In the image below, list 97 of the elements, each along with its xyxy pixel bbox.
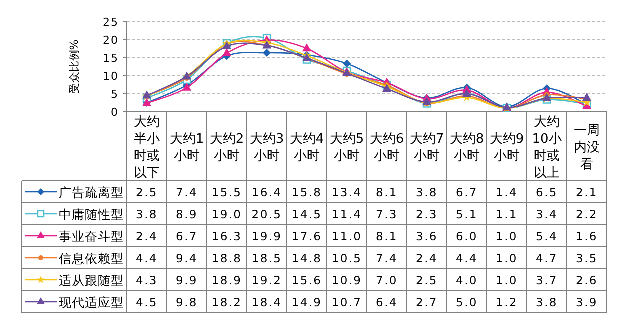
data-label: 5.4 — [536, 230, 558, 244]
data-label: 8.9 — [176, 208, 198, 222]
data-label: 13.4 — [332, 186, 362, 200]
data-label: 4.4 — [456, 252, 478, 266]
data-label: 1.1 — [496, 208, 518, 222]
data-label: 2.6 — [576, 274, 598, 288]
data-label: 1.4 — [496, 186, 518, 200]
data-label: 14.8 — [292, 252, 322, 266]
data-label: 1.0 — [496, 230, 518, 244]
x-tick-label: 一周内没看 — [574, 124, 600, 172]
data-label: 9.9 — [176, 274, 198, 288]
data-label: 15.8 — [292, 186, 322, 200]
data-label: 5.0 — [456, 296, 478, 310]
x-tick-label: 大约5小时 — [330, 132, 364, 164]
data-label: 4.7 — [536, 252, 558, 266]
legend-label: 适从跟随型 — [59, 273, 124, 288]
data-label: 6.0 — [456, 230, 478, 244]
data-label: 6.7 — [456, 186, 478, 200]
data-label: 19.9 — [252, 230, 282, 244]
legend-label: 中庸随性型 — [59, 207, 124, 222]
data-label: 11.0 — [332, 230, 362, 244]
data-label: 4.5 — [136, 296, 158, 310]
data-label: 16.4 — [252, 186, 282, 200]
data-label: 3.8 — [136, 208, 158, 222]
data-label: 2.5 — [136, 186, 158, 200]
y-tick-label: 15 — [103, 52, 119, 65]
data-label: 4.3 — [136, 274, 158, 288]
data-label: 1.6 — [576, 230, 598, 244]
data-label: 15.5 — [212, 186, 242, 200]
data-label: 7.3 — [376, 208, 398, 222]
data-label: 6.4 — [376, 296, 398, 310]
data-label: 18.2 — [212, 296, 242, 310]
data-label: 20.5 — [252, 208, 282, 222]
x-tick-label: 大约6小时 — [370, 132, 404, 164]
data-label: 14.9 — [292, 296, 322, 310]
y-tick-label: 10 — [103, 70, 119, 83]
x-tick-label: 大约4小时 — [290, 132, 324, 164]
y-tick-label: 25 — [103, 16, 119, 29]
data-label: 2.7 — [416, 296, 438, 310]
data-label: 10.5 — [332, 252, 362, 266]
x-tick-label: 大约7小时 — [410, 132, 444, 164]
data-label: 1.2 — [496, 296, 518, 310]
x-tick-label: 大约1小时 — [170, 132, 204, 164]
data-label: 2.4 — [136, 230, 158, 244]
data-label: 18.5 — [252, 252, 282, 266]
data-label: 10.7 — [332, 296, 362, 310]
data-label: 3.6 — [416, 230, 438, 244]
x-tick-label: 大约10小时或以上 — [532, 115, 562, 181]
data-label: 7.4 — [176, 186, 198, 200]
data-label: 3.8 — [416, 186, 438, 200]
data-label: 10.9 — [332, 274, 362, 288]
data-label: 1.0 — [496, 252, 518, 266]
data-label: 7.4 — [376, 252, 398, 266]
data-label: 6.7 — [176, 230, 198, 244]
x-tick-label: 大约半小时或以下 — [134, 115, 160, 181]
data-label: 19.2 — [252, 274, 282, 288]
y-tick-label: 0 — [111, 106, 119, 119]
y-axis-title: 受众比例% — [68, 40, 81, 94]
data-label: 2.4 — [416, 252, 438, 266]
data-label: 19.0 — [212, 208, 242, 222]
data-label: 2.1 — [576, 186, 598, 200]
data-label: 3.4 — [536, 208, 558, 222]
x-tick-label: 大约8小时 — [450, 132, 484, 164]
data-label: 9.4 — [176, 252, 198, 266]
data-label: 14.5 — [292, 208, 322, 222]
data-label: 6.5 — [536, 186, 558, 200]
data-label: 8.1 — [376, 186, 398, 200]
data-label: 18.9 — [212, 274, 242, 288]
data-label: 2.5 — [416, 274, 438, 288]
data-label: 3.9 — [576, 296, 598, 310]
data-label: 11.4 — [332, 208, 362, 222]
data-label: 18.8 — [212, 252, 242, 266]
data-label: 4.4 — [136, 252, 158, 266]
data-label: 3.7 — [536, 274, 558, 288]
y-tick-label: 20 — [103, 34, 119, 47]
data-label: 4.0 — [456, 274, 478, 288]
data-label: 5.1 — [456, 208, 478, 222]
data-label: 7.0 — [376, 274, 398, 288]
data-label: 3.8 — [536, 296, 558, 310]
data-label: 2.3 — [416, 208, 438, 222]
data-label: 15.6 — [292, 274, 322, 288]
x-tick-label: 大约9小时 — [490, 132, 524, 164]
data-label: 17.6 — [292, 230, 322, 244]
data-label: 1.0 — [496, 274, 518, 288]
x-tick-label: 大约3小时 — [250, 132, 284, 164]
data-label: 8.1 — [376, 230, 398, 244]
data-label: 3.5 — [576, 252, 598, 266]
y-tick-label: 5 — [111, 88, 119, 101]
x-tick-label: 大约2小时 — [210, 132, 244, 164]
legend-label: 信息依赖型 — [59, 251, 124, 266]
data-label: 9.8 — [176, 296, 198, 310]
data-label: 16.3 — [212, 230, 242, 244]
data-label: 2.2 — [576, 208, 598, 222]
legend-label: 现代适应型 — [59, 295, 124, 310]
legend-label: 广告疏离型 — [59, 185, 124, 200]
legend-label: 事业奋斗型 — [59, 229, 124, 244]
data-label: 18.4 — [252, 296, 282, 310]
